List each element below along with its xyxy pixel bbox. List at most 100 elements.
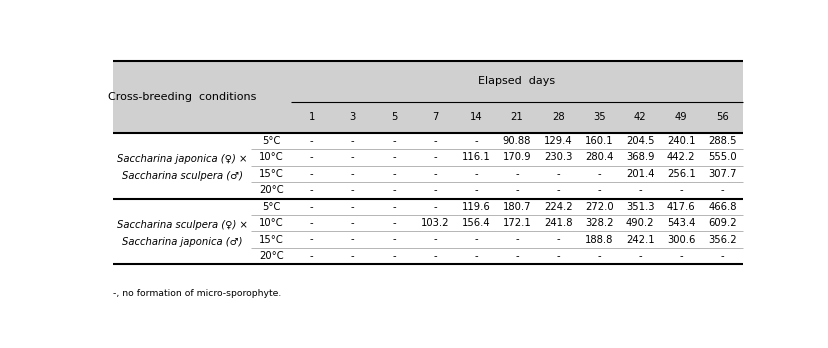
Text: -: - — [392, 235, 395, 245]
Text: 170.9: 170.9 — [502, 152, 531, 163]
Text: 20°C: 20°C — [258, 251, 283, 261]
Text: 116.1: 116.1 — [461, 152, 490, 163]
Text: -: - — [474, 136, 477, 146]
Text: 15°C: 15°C — [258, 169, 283, 179]
Text: -: - — [720, 185, 724, 195]
Text: 328.2: 328.2 — [585, 218, 613, 228]
Text: 307.7: 307.7 — [707, 169, 736, 179]
Text: 10°C: 10°C — [258, 218, 283, 228]
Text: 417.6: 417.6 — [667, 202, 695, 212]
Text: 288.5: 288.5 — [707, 136, 736, 146]
Text: 300.6: 300.6 — [667, 235, 695, 245]
Text: 14: 14 — [469, 112, 482, 122]
Text: 5: 5 — [390, 112, 397, 122]
Text: 230.3: 230.3 — [543, 152, 571, 163]
Text: -: - — [392, 152, 395, 163]
Text: -: - — [350, 169, 354, 179]
Text: 543.4: 543.4 — [667, 218, 695, 228]
Text: 119.6: 119.6 — [461, 202, 490, 212]
Text: -: - — [350, 235, 354, 245]
Text: -: - — [679, 251, 682, 261]
Text: 129.4: 129.4 — [543, 136, 572, 146]
Bar — [113, 61, 742, 133]
Text: 35: 35 — [592, 112, 604, 122]
Text: 90.88: 90.88 — [503, 136, 531, 146]
Text: Saccharina sculpera (♂): Saccharina sculpera (♂) — [122, 171, 243, 181]
Text: 188.8: 188.8 — [585, 235, 613, 245]
Text: -: - — [556, 185, 559, 195]
Text: -: - — [515, 169, 518, 179]
Text: 15°C: 15°C — [258, 235, 283, 245]
Text: -: - — [432, 202, 436, 212]
Text: -: - — [350, 202, 354, 212]
Text: -: - — [392, 169, 395, 179]
Text: -: - — [432, 136, 436, 146]
Text: -: - — [556, 169, 559, 179]
Text: 103.2: 103.2 — [420, 218, 449, 228]
Text: 256.1: 256.1 — [666, 169, 695, 179]
Text: -: - — [515, 235, 518, 245]
Text: -: - — [556, 235, 559, 245]
Text: -: - — [310, 202, 313, 212]
Text: 240.1: 240.1 — [667, 136, 695, 146]
Text: 7: 7 — [431, 112, 437, 122]
Text: 28: 28 — [551, 112, 564, 122]
Text: 21: 21 — [510, 112, 522, 122]
Text: 5°C: 5°C — [262, 136, 280, 146]
Text: 242.1: 242.1 — [625, 235, 654, 245]
Text: 201.4: 201.4 — [625, 169, 653, 179]
Text: -: - — [350, 136, 354, 146]
Text: 160.1: 160.1 — [585, 136, 613, 146]
Text: -: - — [432, 169, 436, 179]
Text: -: - — [474, 251, 477, 261]
Text: -: - — [350, 152, 354, 163]
Text: -: - — [310, 218, 313, 228]
Text: Saccharina sculpera (♀) ×: Saccharina sculpera (♀) × — [117, 220, 248, 230]
Text: -: - — [679, 185, 682, 195]
Text: Saccharina japonica (♂): Saccharina japonica (♂) — [122, 237, 243, 246]
Text: -: - — [638, 185, 641, 195]
Text: 356.2: 356.2 — [707, 235, 736, 245]
Text: -: - — [515, 251, 518, 261]
Text: 3: 3 — [349, 112, 355, 122]
Text: 555.0: 555.0 — [707, 152, 736, 163]
Text: 156.4: 156.4 — [461, 218, 489, 228]
Text: 180.7: 180.7 — [503, 202, 531, 212]
Text: -: - — [310, 251, 313, 261]
Text: -: - — [310, 136, 313, 146]
Text: -: - — [597, 251, 600, 261]
Text: 466.8: 466.8 — [707, 202, 736, 212]
Text: -: - — [432, 235, 436, 245]
Text: 490.2: 490.2 — [625, 218, 653, 228]
Text: -: - — [350, 218, 354, 228]
Text: 442.2: 442.2 — [667, 152, 695, 163]
Text: Cross-breeding  conditions: Cross-breeding conditions — [108, 92, 256, 102]
Text: -: - — [310, 235, 313, 245]
Text: -: - — [515, 185, 518, 195]
Text: 20°C: 20°C — [258, 185, 283, 195]
Text: 368.9: 368.9 — [625, 152, 653, 163]
Text: -, no formation of micro-sporophyte.: -, no formation of micro-sporophyte. — [113, 289, 282, 298]
Text: 10°C: 10°C — [258, 152, 283, 163]
Text: -: - — [310, 169, 313, 179]
Text: -: - — [720, 251, 724, 261]
Text: 49: 49 — [674, 112, 686, 122]
Text: 280.4: 280.4 — [585, 152, 613, 163]
Text: 5°C: 5°C — [262, 202, 280, 212]
Text: Saccharina japonica (♀) ×: Saccharina japonica (♀) × — [117, 154, 248, 164]
Text: 224.2: 224.2 — [543, 202, 572, 212]
Text: 172.1: 172.1 — [502, 218, 531, 228]
Text: -: - — [432, 185, 436, 195]
Text: -: - — [597, 169, 600, 179]
Text: -: - — [392, 218, 395, 228]
Text: -: - — [474, 169, 477, 179]
Text: 42: 42 — [633, 112, 646, 122]
Text: -: - — [310, 152, 313, 163]
Text: -: - — [474, 185, 477, 195]
Text: 204.5: 204.5 — [625, 136, 653, 146]
Text: -: - — [392, 136, 395, 146]
Text: -: - — [474, 235, 477, 245]
Text: Elapsed  days: Elapsed days — [478, 76, 555, 86]
Text: 1: 1 — [308, 112, 315, 122]
Text: -: - — [432, 152, 436, 163]
